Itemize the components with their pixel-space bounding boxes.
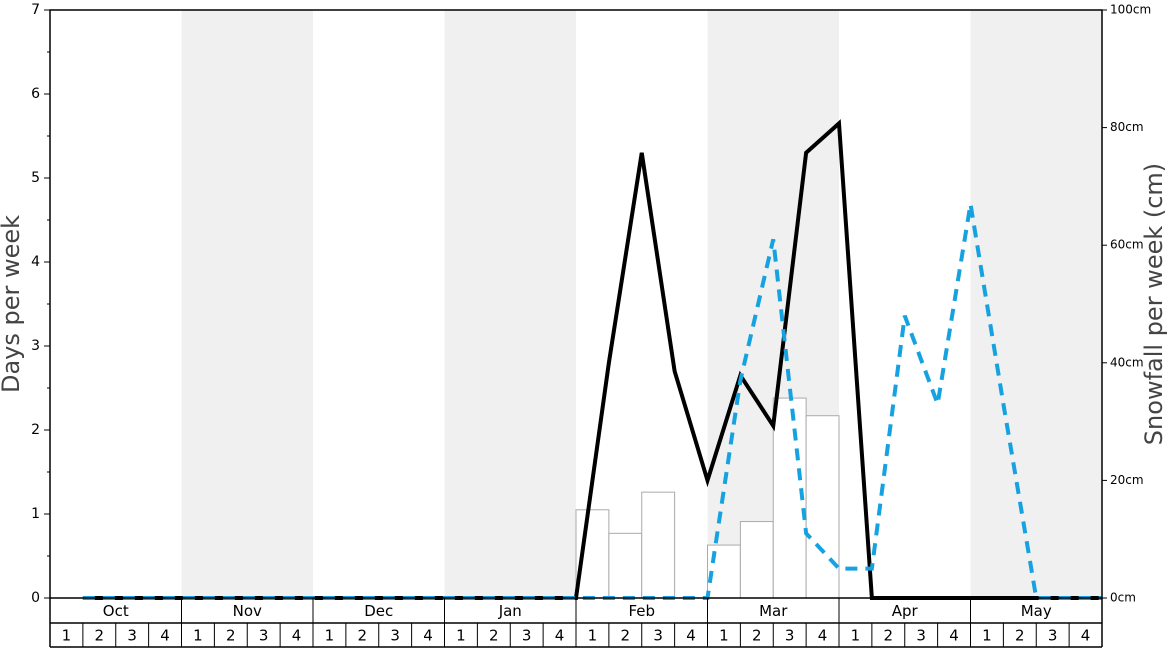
- x-tick-label: 1: [456, 627, 466, 645]
- x-tick-label: 2: [226, 627, 236, 645]
- month-band: [181, 10, 313, 598]
- x-tick-label: 1: [719, 627, 729, 645]
- x-tick-label: 4: [555, 627, 565, 645]
- x-tick-label: 4: [818, 627, 828, 645]
- y-axis-title: Days per week: [0, 215, 25, 393]
- y2-tick-label: 0cm: [1110, 591, 1136, 605]
- x-tick-label: 1: [851, 627, 861, 645]
- month-label: Jan: [498, 602, 522, 620]
- x-tick-label: 1: [588, 627, 598, 645]
- x-tick-label: 1: [325, 627, 335, 645]
- month-label: Apr: [892, 602, 919, 620]
- x-tick-label: 2: [1015, 627, 1025, 645]
- x-tick-label: 2: [95, 627, 105, 645]
- bar: [641, 491, 676, 599]
- y-tick-label: 6: [31, 86, 40, 102]
- x-tick-label: 4: [1081, 627, 1091, 645]
- y2-tick-label: 40cm: [1110, 355, 1144, 369]
- x-tick-label: 3: [653, 627, 663, 645]
- x-tick-label: 1: [62, 627, 72, 645]
- x-tick-label: 4: [949, 627, 959, 645]
- y2-tick-label: 80cm: [1110, 120, 1144, 134]
- month-band: [970, 10, 1102, 598]
- x-tick-label: 4: [686, 627, 696, 645]
- y2-axis-title: Snowfall per week (cm): [1140, 163, 1168, 445]
- y-tick-label: 0: [31, 590, 40, 606]
- month-label: Feb: [628, 602, 655, 620]
- month-label: May: [1021, 602, 1052, 620]
- y-tick-label: 1: [31, 506, 40, 522]
- x-tick-label: 1: [193, 627, 203, 645]
- bar: [608, 532, 643, 599]
- x-tick-label: 1: [982, 627, 992, 645]
- x-tick-label: 4: [292, 627, 302, 645]
- x-tick-label: 3: [127, 627, 137, 645]
- x-tick-label: 4: [160, 627, 170, 645]
- y-tick-label: 7: [31, 2, 40, 18]
- y-tick-label: 4: [31, 254, 40, 270]
- month-label: Nov: [233, 602, 262, 620]
- month-label: Dec: [364, 602, 393, 620]
- x-tick-label: 2: [358, 627, 368, 645]
- x-tick-label: 4: [423, 627, 433, 645]
- y2-tick-label: 20cm: [1110, 473, 1144, 487]
- y2-tick-label: 100cm: [1110, 3, 1151, 17]
- month-label: Oct: [103, 602, 129, 620]
- x-tick-label: 3: [785, 627, 795, 645]
- bar: [739, 521, 774, 599]
- x-tick-label: 3: [522, 627, 532, 645]
- x-tick-label: 2: [489, 627, 499, 645]
- x-tick-label: 3: [1048, 627, 1058, 645]
- x-tick-label: 3: [390, 627, 400, 645]
- x-tick-label: 2: [884, 627, 894, 645]
- y2-tick-label: 60cm: [1110, 238, 1144, 252]
- y-tick-label: 5: [31, 170, 40, 186]
- month-label: Mar: [759, 602, 788, 620]
- bar: [805, 415, 840, 599]
- x-tick-label: 3: [259, 627, 269, 645]
- y-tick-label: 3: [31, 338, 40, 354]
- x-tick-label: 3: [916, 627, 926, 645]
- month-band: [444, 10, 576, 598]
- x-tick-label: 2: [752, 627, 762, 645]
- y-tick-label: 2: [31, 422, 40, 438]
- x-tick-label: 2: [621, 627, 631, 645]
